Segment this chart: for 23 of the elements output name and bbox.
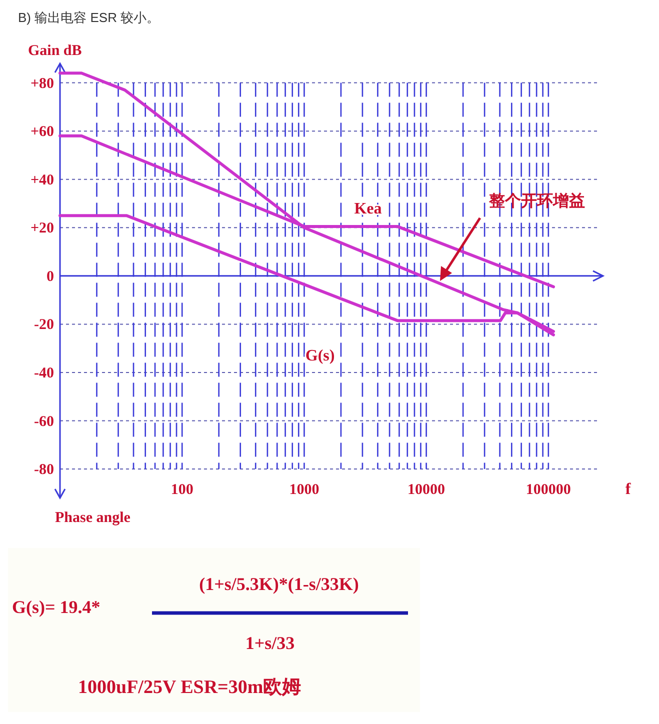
x-tick-label: 1000 bbox=[289, 482, 320, 498]
text: G(s)= 19.4* bbox=[12, 597, 100, 617]
x-axis-title: f bbox=[625, 481, 632, 498]
y-tick-label: +60 bbox=[30, 124, 54, 140]
y-axis-title: Gain dB bbox=[28, 43, 82, 59]
y-tick-label: -60 bbox=[34, 414, 54, 430]
y-tick-label: -20 bbox=[34, 317, 54, 334]
y-tick-label: 0 bbox=[46, 268, 54, 285]
x-tick-label: 10000 bbox=[408, 482, 446, 498]
text: Phase angle bbox=[55, 510, 131, 526]
chart-title: B) 输出电容 ESR 较小。 bbox=[18, 10, 160, 25]
y-tick-label: +40 bbox=[30, 172, 54, 188]
y-tick-label: -80 bbox=[34, 462, 54, 478]
text: 1+s/33 bbox=[245, 633, 295, 653]
y-tick-label: +80 bbox=[30, 76, 54, 92]
x-tick-label: 100000 bbox=[526, 482, 571, 498]
annotation: 整个开环增益 bbox=[488, 192, 585, 210]
text: G(s) bbox=[305, 348, 335, 365]
text: (1+s/5.3K)*(1-s/33K) bbox=[199, 574, 359, 594]
x-tick-label: 100 bbox=[170, 482, 194, 498]
y-tick-label: -40 bbox=[34, 365, 54, 382]
y-tick-label: +20 bbox=[30, 220, 54, 237]
text: 1000uF/25V ESR=30m欧姆 bbox=[78, 677, 302, 698]
